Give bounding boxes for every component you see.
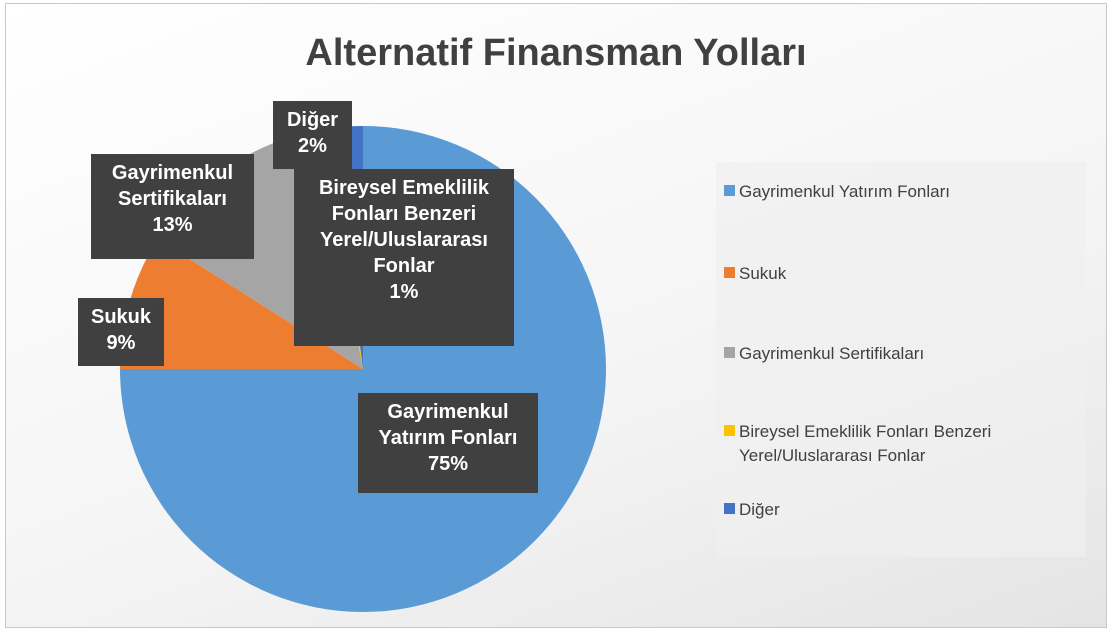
data-label-value: 13% [152,214,193,236]
legend-label: Bireysel Emeklilik Fonları Benzeri Yerel… [739,422,992,465]
data-label-value: 2% [298,135,327,157]
legend-swatch [724,185,735,196]
data-label: Gayrimenkul Sertifikaları 13% [91,154,254,259]
data-label-value: 9% [106,332,136,354]
data-label: Sukuk 9% [78,298,164,366]
legend-entry: Sukuk [724,262,1069,286]
data-label: Gayrimenkul Yatırım Fonları 75% [358,393,538,493]
legend-label: Sukuk [739,264,787,283]
legend-entry: Bireysel Emeklilik Fonları Benzeri Yerel… [724,420,1069,468]
legend-entry: Gayrimenkul Yatırım Fonları [724,180,1069,204]
data-label-category: Diğer [286,109,339,131]
data-label: Diğer 2% [273,101,352,169]
legend-label: Gayrimenkul Sertifikaları [739,344,925,363]
data-label: Bireysel Emeklilik Fonları Benzeri Yerel… [294,169,514,346]
data-label-category: Sukuk [90,306,152,328]
data-label-category: Gayrimenkul Sertifikaları [111,162,234,210]
legend-swatch [724,503,735,514]
data-label-value: 75% [427,453,469,475]
legend-label: Diğer [739,500,780,519]
legend-swatch [724,425,735,436]
legend-swatch [724,267,735,278]
legend-entry: Gayrimenkul Sertifikaları [724,342,1069,366]
data-label-value: 1% [389,281,419,303]
legend-label: Gayrimenkul Yatırım Fonları [739,182,950,201]
chart-title: Alternatif Finansman Yolları [305,32,807,74]
data-label-category: Bireysel Emeklilik Fonları Benzeri Yerel… [318,177,490,277]
legend-swatch [724,347,735,358]
legend-entry: Diğer [724,498,1069,522]
data-label-category: Gayrimenkul Yatırım Fonları [378,401,518,449]
legend: Gayrimenkul Yatırım Fonları Sukuk Gayrimen… [716,162,1086,557]
chart: Alternatif Finansman Yolları Gayrimenkul… [5,3,1107,628]
